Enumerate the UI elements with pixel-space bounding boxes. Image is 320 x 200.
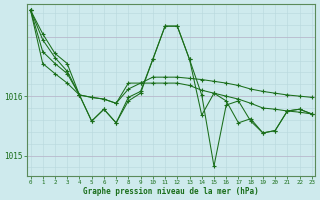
- X-axis label: Graphe pression niveau de la mer (hPa): Graphe pression niveau de la mer (hPa): [83, 187, 259, 196]
